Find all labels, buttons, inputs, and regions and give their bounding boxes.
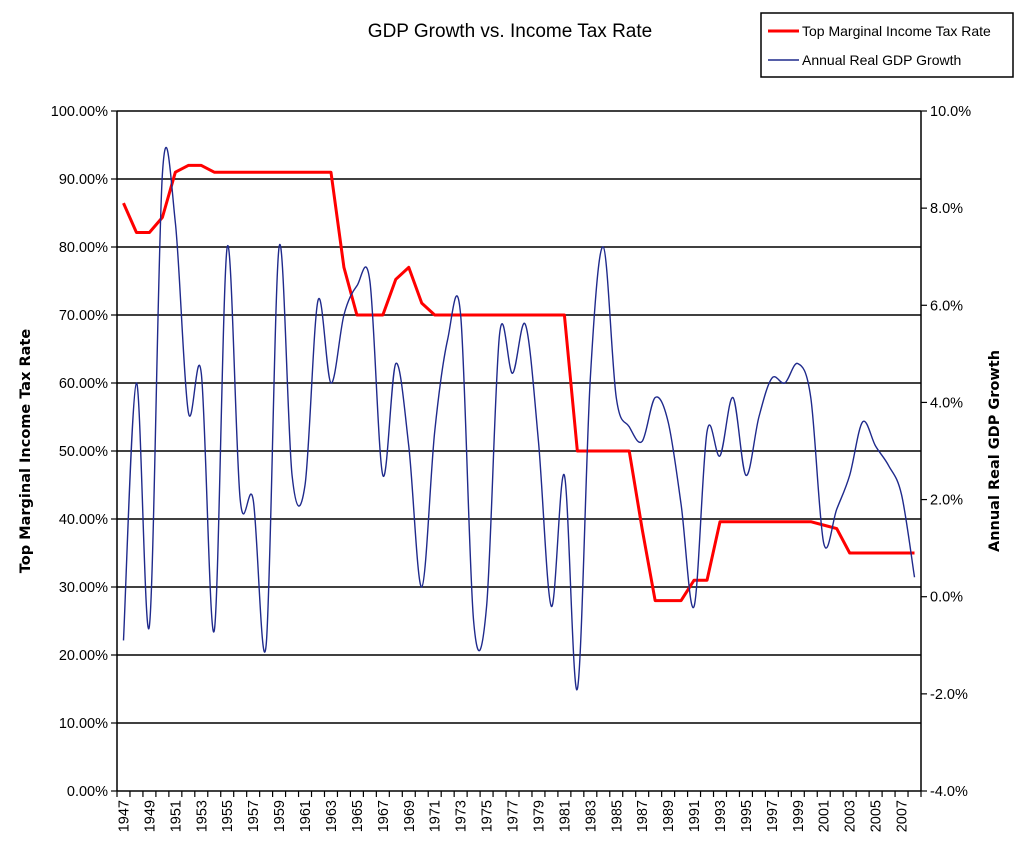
chart-title: GDP Growth vs. Income Tax Rate	[368, 21, 652, 42]
x-tick-label: 2007	[895, 800, 911, 832]
x-tick-label: 1959	[272, 800, 288, 832]
right-tick-label: -2.0%	[930, 687, 968, 703]
x-tick-label: 1965	[350, 800, 366, 832]
right-axis-title: Annual Real GDP Growth	[987, 350, 1003, 552]
right-tick-label: -4.0%	[930, 784, 968, 800]
left-axis-ticks: 0.00% 10.00% 20.00% 30.00% 40.00% 50.00% 60.00…	[51, 104, 117, 800]
left-axis-title: Top Marginal Income Tax Rate	[18, 329, 34, 574]
x-tick-label: 1949	[142, 800, 158, 832]
x-tick-label: 1993	[713, 800, 729, 832]
series-layer	[122, 146, 916, 691]
series-line-gdp-growth	[122, 146, 916, 691]
x-tick-label: 2005	[869, 800, 885, 832]
right-tick-label: 2.0%	[930, 493, 963, 509]
x-axis-ticks: 1947 1949 1951 1953 1955 1957 1959 1961 1963 1965…	[116, 791, 922, 832]
x-tick-label: 2003	[843, 800, 859, 832]
right-tick-label: 6.0%	[930, 298, 963, 314]
left-tick-label: 20.00%	[59, 648, 108, 664]
right-tick-label: 4.0%	[930, 395, 963, 411]
x-tick-label: 1985	[609, 800, 625, 832]
x-tick-label: 1973	[454, 800, 470, 832]
right-tick-label: 10.0%	[930, 104, 971, 120]
left-tick-label: 90.00%	[59, 172, 108, 188]
x-tick-label: 1977	[506, 800, 522, 832]
x-tick-label: 1955	[220, 800, 236, 832]
left-tick-label: 100.00%	[51, 104, 108, 120]
legend-label-tax: Top Marginal Income Tax Rate	[802, 23, 991, 39]
x-tick-label: 1967	[376, 800, 392, 832]
x-tick-label: 1953	[194, 800, 210, 832]
left-tick-label: 50.00%	[59, 444, 108, 460]
left-tick-label: 60.00%	[59, 376, 108, 392]
x-tick-label: 1981	[557, 800, 573, 832]
right-axis-ticks: -4.0% -2.0% 0.0% 2.0% 4.0% 6.0% 8.0% 10.0%	[921, 104, 971, 800]
x-tick-label: 1979	[531, 800, 547, 832]
legend: Top Marginal Income Tax Rate Annual Real…	[760, 12, 1014, 78]
x-tick-label: 2001	[817, 800, 833, 832]
x-tick-label: 1961	[298, 800, 314, 832]
left-tick-label: 80.00%	[59, 240, 108, 256]
x-tick-label: 1995	[739, 800, 755, 832]
x-tick-label: 1957	[246, 800, 262, 832]
x-tick-label: 1951	[168, 800, 184, 832]
x-tick-label: 1999	[791, 800, 807, 832]
left-tick-label: 0.00%	[67, 784, 108, 800]
x-tick-label: 1969	[402, 800, 418, 832]
x-tick-label: 1971	[428, 800, 444, 832]
series-line-tax-rate	[122, 163, 915, 603]
x-tick-label: 1947	[116, 800, 132, 832]
left-tick-label: 40.00%	[59, 512, 108, 528]
gridlines	[117, 110, 921, 724]
left-tick-label: 70.00%	[59, 308, 108, 324]
right-tick-label: 0.0%	[930, 590, 963, 606]
right-tick-label: 8.0%	[930, 201, 963, 217]
left-tick-label: 30.00%	[59, 580, 108, 596]
legend-box	[760, 12, 1014, 78]
x-tick-label: 1997	[765, 800, 781, 832]
x-tick-label: 1991	[687, 800, 703, 832]
x-tick-label: 1963	[324, 800, 340, 832]
left-tick-label: 10.00%	[59, 716, 108, 732]
x-tick-label: 1989	[661, 800, 677, 832]
x-tick-label: 1987	[635, 800, 651, 832]
x-tick-label: 1975	[480, 800, 496, 832]
x-tick-label: 1983	[583, 800, 599, 832]
legend-label-gdp: Annual Real GDP Growth	[802, 52, 961, 68]
